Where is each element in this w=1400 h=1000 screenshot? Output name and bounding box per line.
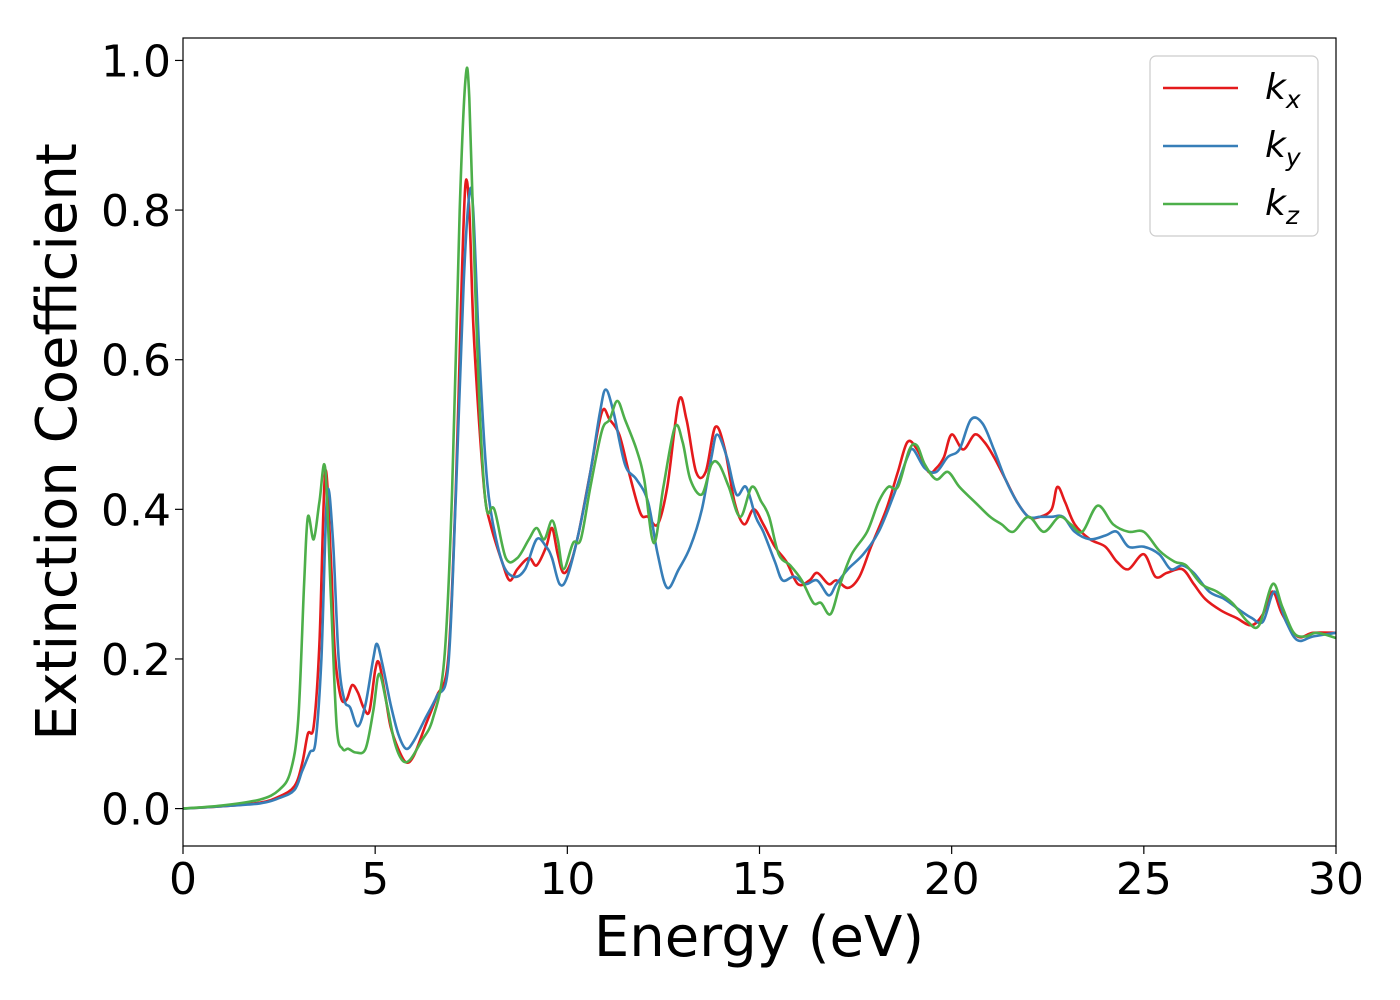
- x-tick-label: 20: [924, 854, 980, 905]
- x-tick-label: 15: [732, 854, 788, 905]
- legend-label-sub: z: [1285, 201, 1300, 230]
- legend-label-x: kx: [1265, 67, 1301, 114]
- legend-label-main: k: [1265, 183, 1288, 224]
- legend-label-z: kz: [1265, 183, 1300, 230]
- series-layer: [183, 66, 1336, 810]
- series-line-y: [183, 186, 1336, 810]
- y-tick-label: 0.4: [101, 485, 171, 536]
- x-tick-label: 30: [1308, 854, 1364, 905]
- y-axis-label: Extinction Coefficient: [25, 143, 90, 741]
- x-tick-label: 25: [1116, 854, 1172, 905]
- series-line-x: [183, 178, 1336, 810]
- ticks-layer: 0 5 10 15 20 25 30 0.0 0.2 0.4 0.6 0.8 1.0: [101, 36, 1364, 905]
- x-tick-label: 0: [169, 854, 197, 905]
- x-tick-label: 10: [539, 854, 595, 905]
- series-line-z: [183, 66, 1336, 810]
- x-tick-label: 5: [361, 854, 389, 905]
- legend-label-y: ky: [1265, 125, 1302, 172]
- legend-label-main: k: [1265, 125, 1288, 166]
- legend-label-sub: x: [1285, 85, 1301, 114]
- y-tick-label: 0.0: [101, 785, 171, 836]
- legend-label-sub: y: [1285, 143, 1302, 172]
- y-tick-label: 0.8: [101, 186, 171, 237]
- y-tick-label: 1.0: [101, 36, 171, 87]
- y-tick-label: 0.6: [101, 336, 171, 387]
- x-axis-label: Energy (eV): [594, 905, 924, 970]
- y-tick-label: 0.2: [101, 635, 171, 686]
- legend-label-main: k: [1265, 67, 1288, 108]
